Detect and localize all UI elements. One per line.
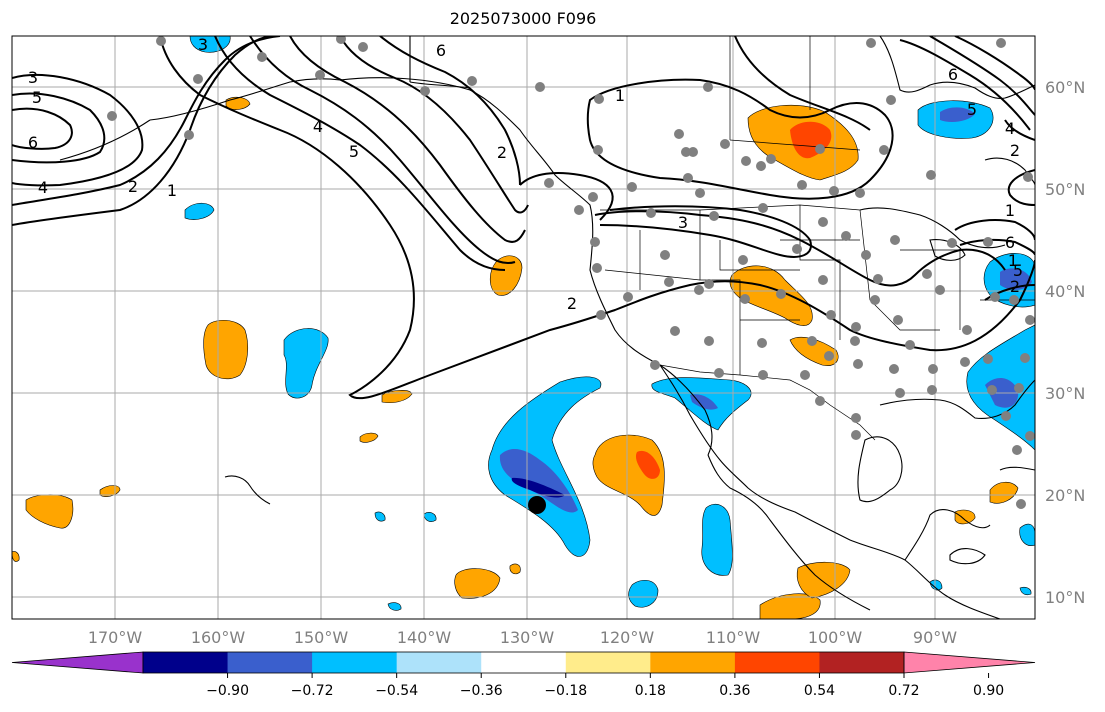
colorbar-tick-label: −0.36 [460,683,503,699]
svg-text:3: 3 [678,213,688,232]
lon-label: 170°W [88,628,143,647]
lat-label: 30°N [1045,384,1085,403]
colorbar-segment [143,652,229,673]
svg-text:1: 1 [1008,251,1018,270]
colorbar-extend-max [903,651,1036,674]
svg-text:4: 4 [313,117,323,136]
colorbar-tick-label: −0.90 [206,683,249,699]
colorbar [11,651,1036,674]
colorbar-segment [819,652,905,673]
svg-text:5: 5 [1013,261,1023,280]
lon-label: 120°W [600,628,655,647]
colorbar-segment [312,652,398,673]
map-title: 2025073000 F096 [449,9,597,28]
colorbar-tick-label: 0.90 [973,683,1004,699]
colorbar-segment [396,652,482,673]
svg-text:2: 2 [1010,141,1020,160]
svg-text:6: 6 [436,41,446,60]
colorbar-tick-label: 0.54 [804,683,835,699]
lon-label: 160°W [191,628,246,647]
svg-text:6: 6 [28,133,38,152]
svg-text:2: 2 [567,294,577,313]
lat-label: 40°N [1045,282,1085,301]
colorbar-tick-label: −0.54 [375,683,418,699]
svg-text:6: 6 [948,65,958,84]
lon-label: 150°W [294,628,349,647]
svg-text:5: 5 [967,100,977,119]
lon-label: 90°W [913,628,957,647]
colorbar-tick-label: −0.72 [291,683,334,699]
svg-text:2: 2 [128,177,138,196]
svg-text:1: 1 [1005,201,1015,220]
svg-text:1: 1 [615,86,625,105]
lon-label: 100°W [808,628,863,647]
lon-label: 110°W [706,628,761,647]
svg-text:3: 3 [198,35,208,54]
colorbar-segment [565,652,651,673]
colorbar-ticks: −0.90 −0.72 −0.54 −0.36 −0.18 0.18 0.36 0.54 0.7… [206,673,1004,699]
lat-label: 60°N [1045,78,1085,97]
plot-area [12,36,1035,619]
colorbar-segment [481,652,567,673]
svg-text:5: 5 [349,142,359,161]
longitude-labels: 170°W 160°W 150°W 140°W 130°W 120°W 110°… [88,628,957,647]
contour-labels: 3 5 6 4 2 1 3 5 6 4 2 1 2 3 6 5 4 2 1 1 … [28,35,1023,313]
colorbar-tick-label: −0.18 [544,683,587,699]
contour-lines [12,36,1035,400]
lat-label: 20°N [1045,486,1085,505]
colorbar-tick-label: 0.36 [719,683,750,699]
colorbar-outline [142,651,905,674]
svg-text:3: 3 [28,68,38,87]
svg-text:4: 4 [38,178,48,197]
svg-text:4: 4 [1005,119,1015,138]
lat-label: 10°N [1045,588,1085,607]
latitude-labels: 60°N 50°N 40°N 30°N 20°N 10°N [1045,78,1085,607]
plot-frame [11,35,1036,620]
svg-text:2: 2 [497,143,507,162]
coastlines [59,36,1035,619]
station-dots [107,36,1035,509]
svg-text:2: 2 [1010,277,1020,296]
svg-text:6: 6 [1005,233,1015,252]
colorbar-segment [227,652,313,673]
colorbar-segment [734,652,820,673]
colorbar-segment [650,652,736,673]
svg-text:1: 1 [167,181,177,200]
colorbar-tick-label: 0.18 [635,683,666,699]
svg-text:5: 5 [32,88,42,107]
lon-label: 140°W [397,628,452,647]
colorbar-tick-label: 0.72 [888,683,919,699]
lon-label: 130°W [500,628,555,647]
lat-label: 50°N [1045,180,1085,199]
colorbar-extend-min [11,651,144,674]
graticule [12,36,1035,619]
storm-center-marker [528,496,546,514]
